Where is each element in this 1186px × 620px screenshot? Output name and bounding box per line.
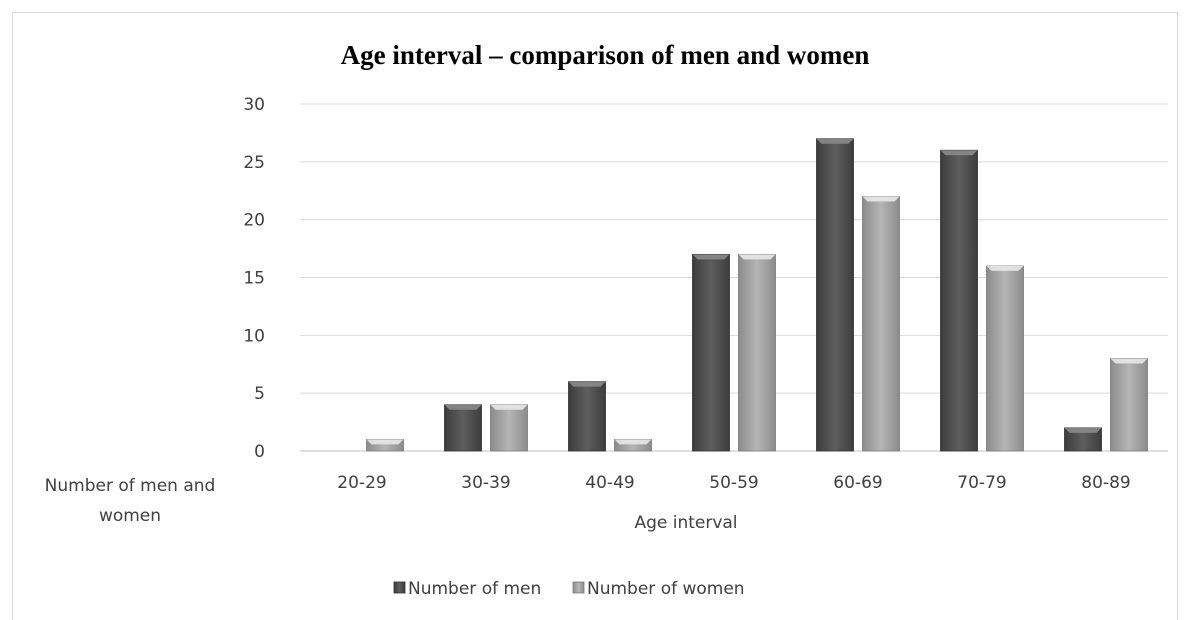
bar-body <box>444 404 482 452</box>
y-tick-label: 30 <box>243 95 265 115</box>
y-tick-label: 25 <box>243 153 265 173</box>
bar-bevel <box>1110 358 1148 364</box>
x-axis-title: Age interval <box>634 513 737 533</box>
legend-label: Number of men <box>408 579 541 599</box>
y-tick-label: 10 <box>243 326 265 346</box>
bar-bevel <box>490 404 528 410</box>
legend-label: Number of women <box>587 579 745 599</box>
bar-body <box>986 265 1024 452</box>
bar-bevel <box>986 265 1024 271</box>
bar-body <box>568 381 606 452</box>
y-axis-title-line-2: women <box>99 506 161 526</box>
bar-men-30-39 <box>444 404 482 452</box>
bars <box>366 138 1148 452</box>
y-axis-ticks: 0 5 10 15 20 25 30 <box>243 95 265 462</box>
bar-body <box>692 253 730 452</box>
legend: Number of men Number of women <box>393 579 745 599</box>
bar-body <box>738 253 776 452</box>
bar-bevel <box>940 150 978 156</box>
bar-women-80-89 <box>1110 358 1148 452</box>
bar-body <box>490 404 528 452</box>
chart-frame <box>12 12 1178 620</box>
bar-men-40-49 <box>568 381 606 452</box>
y-axis-title-line-1: Number of men and <box>45 476 216 496</box>
x-tick-label: 40-49 <box>585 473 634 493</box>
bar-bevel <box>444 404 482 410</box>
y-tick-label: 15 <box>243 269 265 289</box>
bar-bevel <box>1064 427 1102 433</box>
bar-bevel <box>738 254 776 260</box>
x-tick-label: 70-79 <box>957 473 1006 493</box>
bar-women-30-39 <box>490 404 528 452</box>
bar-bevel <box>366 439 404 445</box>
bar-women-20-29 <box>366 439 404 452</box>
bar-body <box>1110 358 1148 452</box>
bar-men-50-59 <box>692 253 730 452</box>
legend-swatch <box>393 581 406 594</box>
legend-item-women: Number of women <box>572 579 745 599</box>
bar-men-70-79 <box>940 149 978 452</box>
x-tick-label: 80-89 <box>1081 473 1130 493</box>
legend-swatch <box>572 581 585 594</box>
bar-bevel <box>614 439 652 445</box>
chart-title: Age interval – comparison of men and wom… <box>341 40 870 70</box>
y-tick-label: 20 <box>243 211 265 231</box>
bar-women-50-59 <box>738 253 776 452</box>
bar-bevel <box>816 138 854 144</box>
bar-women-60-69 <box>862 196 900 452</box>
bar-women-40-49 <box>614 439 652 452</box>
bar-bevel <box>692 254 730 260</box>
x-tick-label: 20-29 <box>337 473 386 493</box>
y-tick-label: 0 <box>254 442 265 462</box>
bar-men-80-89 <box>1064 427 1102 452</box>
bar-bevel <box>862 196 900 202</box>
x-tick-label: 60-69 <box>833 473 882 493</box>
bar-women-70-79 <box>986 265 1024 452</box>
bar-body <box>940 149 978 452</box>
x-tick-label: 30-39 <box>461 473 510 493</box>
bar-body <box>862 196 900 452</box>
bar-bevel <box>568 381 606 387</box>
legend-item-men: Number of men <box>393 579 541 599</box>
y-tick-label: 5 <box>254 384 265 404</box>
x-axis-ticks: 20-29 30-39 40-49 50-59 60-69 70-79 80-89 <box>337 473 1130 493</box>
x-tick-label: 50-59 <box>709 473 758 493</box>
bar-body <box>816 138 854 452</box>
gridlines <box>300 103 1168 452</box>
bar-men-60-69 <box>816 138 854 452</box>
